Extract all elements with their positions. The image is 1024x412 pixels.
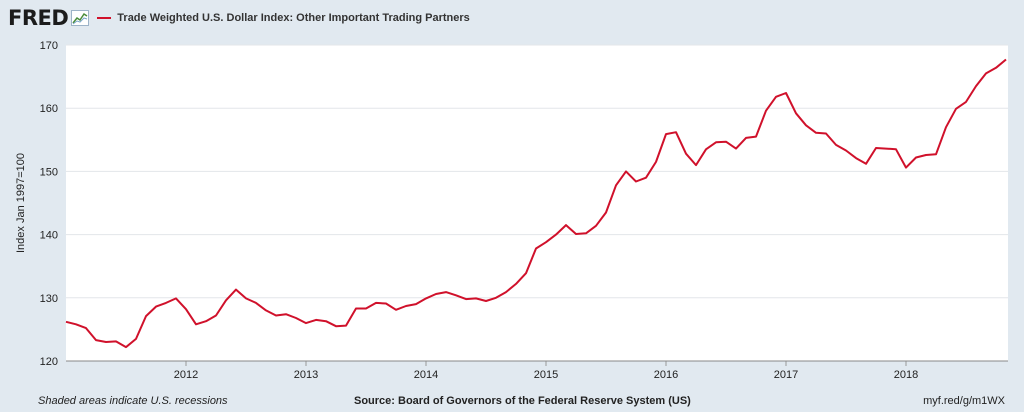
legend-swatch: [97, 17, 112, 19]
fred-chart-icon: [71, 10, 90, 26]
series-line: [65, 58, 1007, 349]
x-tick-label: 2015: [534, 369, 558, 381]
x-tick-label: 2013: [294, 369, 318, 381]
recession-note: Shaded areas indicate U.S. recessions: [38, 395, 228, 407]
x-tick-label: 2018: [894, 369, 918, 381]
legend-label: Trade Weighted U.S. Dollar Index: Other …: [117, 12, 470, 24]
y-axis-label: Index Jan 1997=100: [15, 153, 27, 253]
x-tick-label: 2017: [774, 369, 798, 381]
x-tick-label: 2012: [174, 369, 198, 381]
source-note: Source: Board of Governors of the Federa…: [354, 395, 691, 407]
chart-legend[interactable]: Trade Weighted U.S. Dollar Index: Other …: [97, 12, 470, 24]
y-tick-label: 160: [40, 103, 58, 115]
x-tick-label: 2014: [414, 369, 438, 381]
y-tick-label: 130: [40, 293, 58, 305]
short-url[interactable]: myf.red/g/m1WX: [923, 395, 1005, 407]
fred-logo[interactable]: FRED: [8, 5, 69, 30]
y-tick-label: 140: [40, 230, 58, 242]
y-tick-label: 150: [40, 166, 58, 178]
x-tick-label: 2016: [654, 369, 678, 381]
y-tick-label: 120: [40, 356, 58, 368]
plot-area: [66, 45, 1008, 361]
chart-header: FRED Trade Weighted U.S. Dollar Index: O…: [8, 6, 470, 30]
y-tick-label: 170: [40, 40, 58, 52]
